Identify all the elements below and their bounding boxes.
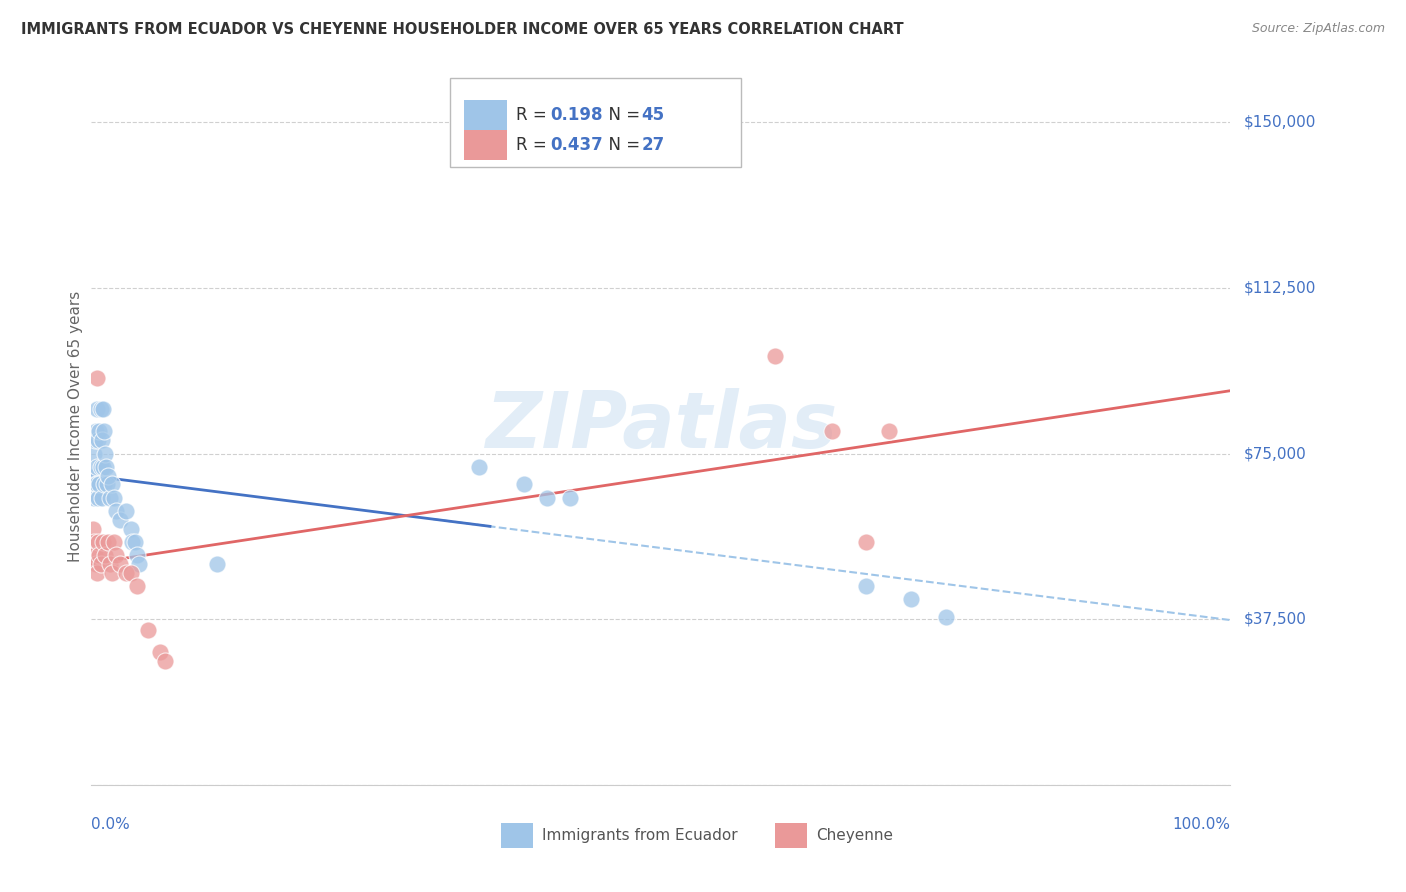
Point (90, 491, 112, 505)
Text: N =: N = (598, 106, 645, 124)
Point (83, 548, 105, 562)
Point (91, 402, 114, 417)
FancyBboxPatch shape (464, 100, 508, 130)
Point (98, 491, 121, 505)
Text: $112,500: $112,500 (1244, 280, 1316, 295)
Text: 0.437: 0.437 (550, 136, 603, 154)
Text: ZIPatlas: ZIPatlas (485, 388, 837, 464)
Text: IMMIGRANTS FROM ECUADOR VS CHEYENNE HOUSEHOLDER INCOME OVER 65 YEARS CORRELATION: IMMIGRANTS FROM ECUADOR VS CHEYENNE HOUS… (21, 22, 904, 37)
Point (155, 654, 177, 668)
Point (103, 535, 125, 549)
Point (821, 425, 844, 439)
Point (87, 434, 110, 448)
Point (86, 402, 108, 417)
Point (105, 504, 128, 518)
Point (124, 535, 146, 549)
Point (93, 477, 115, 491)
Point (87, 491, 110, 505)
Point (877, 425, 900, 439)
Point (558, 491, 581, 505)
Point (125, 548, 148, 562)
Point (125, 579, 148, 593)
Point (86, 371, 108, 385)
Point (114, 504, 136, 518)
Point (89, 548, 111, 562)
Point (101, 477, 124, 491)
Text: 27: 27 (641, 136, 665, 154)
FancyBboxPatch shape (502, 822, 533, 847)
Text: $150,000: $150,000 (1244, 115, 1316, 129)
Point (108, 513, 131, 527)
Point (90, 434, 112, 448)
Point (94, 446, 117, 460)
Point (121, 535, 143, 549)
Point (97, 468, 120, 483)
Point (91, 535, 114, 549)
Point (96, 459, 118, 474)
Point (89, 402, 111, 417)
Point (84, 477, 107, 491)
Point (120, 522, 142, 536)
Text: $75,000: $75,000 (1244, 446, 1306, 461)
Point (84, 425, 107, 439)
Text: 0.0%: 0.0% (91, 817, 131, 832)
Point (763, 349, 786, 363)
Text: Immigrants from Ecuador: Immigrants from Ecuador (543, 828, 738, 843)
FancyBboxPatch shape (775, 822, 807, 847)
Point (96, 477, 118, 491)
Point (89, 477, 111, 491)
Point (86, 459, 108, 474)
Point (513, 477, 536, 491)
Point (97, 535, 120, 549)
Point (86, 477, 108, 491)
Text: 100.0%: 100.0% (1173, 817, 1230, 832)
Point (83, 535, 105, 549)
Point (101, 566, 124, 580)
Text: Cheyenne: Cheyenne (815, 828, 893, 843)
Point (205, 557, 228, 571)
Point (84, 557, 107, 571)
Point (82, 477, 104, 491)
Text: 45: 45 (641, 106, 665, 124)
Point (89, 425, 111, 439)
Point (149, 645, 172, 659)
Text: N =: N = (598, 136, 645, 154)
Point (91, 459, 114, 474)
Text: 0.198: 0.198 (550, 106, 603, 124)
Point (128, 557, 150, 571)
Point (83, 446, 105, 460)
Point (108, 557, 131, 571)
Point (98, 557, 121, 571)
Point (120, 566, 142, 580)
Point (83, 468, 105, 483)
FancyBboxPatch shape (450, 78, 741, 168)
Point (82, 522, 104, 536)
Point (934, 610, 956, 624)
Point (855, 579, 877, 593)
FancyBboxPatch shape (464, 130, 508, 160)
Y-axis label: Householder Income Over 65 years: Householder Income Over 65 years (67, 290, 83, 562)
Point (93, 425, 115, 439)
Text: Source: ZipAtlas.com: Source: ZipAtlas.com (1251, 22, 1385, 36)
Point (855, 535, 877, 549)
Text: $37,500: $37,500 (1244, 612, 1306, 627)
Point (114, 566, 136, 580)
Point (89, 557, 111, 571)
Point (105, 548, 128, 562)
Text: R =: R = (516, 136, 553, 154)
Point (536, 491, 558, 505)
Point (83, 434, 105, 448)
Point (94, 548, 117, 562)
Point (900, 592, 922, 607)
Point (138, 624, 160, 638)
Point (89, 459, 111, 474)
Point (103, 491, 125, 505)
Point (87, 535, 110, 549)
Point (467, 459, 489, 474)
Text: R =: R = (516, 106, 553, 124)
Point (86, 566, 108, 580)
Point (83, 491, 105, 505)
